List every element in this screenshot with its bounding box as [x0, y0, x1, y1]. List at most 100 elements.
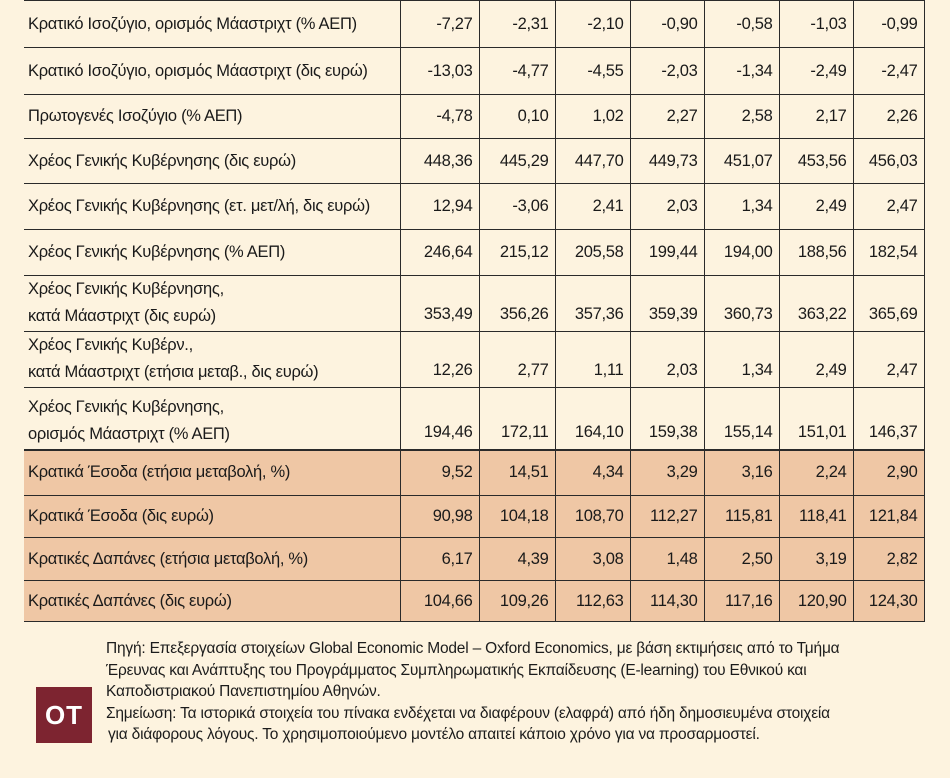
row-label-line: Πρωτογενές Ισοζύγιο (% ΑΕΠ) [28, 107, 243, 125]
table-cell: 104,66 [400, 580, 480, 622]
table-row: Κρατικά Έσοδα (ετήσια μεταβολή, %) 9,52 14… [24, 448, 925, 496]
table-cell: 4,34 [555, 448, 631, 496]
table-cell: 356,26 [479, 275, 556, 332]
table-cell: 9,52 [400, 448, 480, 496]
table-row: Κρατικές Δαπάνες (δις ευρώ) 104,66 109,26 1… [24, 580, 925, 622]
table-cell: 353,49 [400, 275, 480, 332]
table-row: Πρωτογενές Ισοζύγιο (% ΑΕΠ) -4,78 0,10 1,02… [24, 94, 925, 139]
table-row: Χρέος Γενικής Κυβέρνησης, κατά Μάαστριχτ … [24, 275, 925, 332]
table-cell: 164,10 [555, 387, 631, 450]
row-label: Κρατικά Έσοδα (δις ευρώ) [24, 495, 401, 538]
table-cell: -4,55 [555, 47, 631, 95]
table-notes: Πηγή: Επεξεργασία στοιχείων Global Econo… [106, 638, 936, 746]
table-cell: 1,34 [704, 183, 780, 230]
row-label-line: Χρέος Γενικής Κυβέρνησης (% ΑΕΠ) [28, 243, 286, 261]
table-cell: -4,78 [400, 94, 480, 139]
row-label-line: Χρέος Γενικής Κυβέρνησης, [28, 397, 224, 416]
table-cell: 2,17 [779, 94, 854, 139]
table-row: Χρέος Γενικής Κυβέρνησης (δις ευρώ) 448,3… [24, 138, 925, 184]
table-cell: 205,58 [555, 229, 631, 276]
table-cell: 151,01 [779, 387, 854, 450]
table-cell: 2,58 [704, 94, 780, 139]
table-cell: 2,41 [555, 183, 631, 230]
row-label: Κρατικό Ισοζύγιο, ορισμός Μάαστριχτ (% Α… [24, 0, 401, 48]
row-label-line: Χρέος Γενικής Κυβέρνησης (ετ. μετ/λή, δι… [28, 197, 370, 215]
table-cell: 108,70 [555, 495, 631, 538]
table-cell: 146,37 [853, 387, 925, 450]
table-cell: 3,16 [704, 448, 780, 496]
table-cell: -2,31 [479, 0, 556, 48]
row-label: Χρέος Γενικής Κυβέρνησης (ετ. μετ/λή, δι… [24, 183, 401, 230]
table-cell: 3,29 [630, 448, 705, 496]
row-label: Χρέος Γενικής Κυβέρνησης (δις ευρώ) [24, 138, 401, 184]
table-cell: 359,39 [630, 275, 705, 332]
table-row: Χρέος Γενικής Κυβέρνησης (% ΑΕΠ) 246,64 21… [24, 229, 925, 276]
table-cell: 155,14 [704, 387, 780, 450]
table-cell: -0,58 [704, 0, 780, 48]
row-label: Κρατικό Ισοζύγιο, ορισμός Μάαστριχτ (δις… [24, 47, 401, 95]
table-row: Κρατικές Δαπάνες (ετήσια μεταβολή, %) 6,1… [24, 537, 925, 581]
table-cell: 2,03 [630, 183, 705, 230]
table-row: Χρέος Γενικής Κυβέρνησης (ετ. μετ/λή, δι… [24, 183, 925, 230]
table-cell: 1,34 [704, 331, 780, 388]
table-cell: 6,17 [400, 537, 480, 581]
table-cell: 112,63 [555, 580, 631, 622]
table-cell: 215,12 [479, 229, 556, 276]
table-cell: -0,99 [853, 0, 925, 48]
table-cell: -13,03 [400, 47, 480, 95]
table-cell: -1,34 [704, 47, 780, 95]
table-cell: 2,49 [779, 331, 854, 388]
row-label: Κρατικές Δαπάνες (ετήσια μεταβολή, %) [24, 537, 401, 581]
table-cell: 2,49 [779, 183, 854, 230]
table-cell: 456,03 [853, 138, 925, 184]
row-label-line: κατά Μάαστριχτ (ετήσια μεταβ., δις ευρώ) [28, 363, 319, 381]
table-cell: 194,46 [400, 387, 480, 450]
table-cell: 109,26 [479, 580, 556, 622]
table-cell: 365,69 [853, 275, 925, 332]
table-cell: 121,84 [853, 495, 925, 538]
table-cell: -0,90 [630, 0, 705, 48]
table-cell: 448,36 [400, 138, 480, 184]
table-cell: 2,47 [853, 183, 925, 230]
row-label-line: Κρατικό Ισοζύγιο, ορισμός Μάαστριχτ (δις… [28, 61, 368, 80]
table-cell: 14,51 [479, 448, 556, 496]
table-cell: 2,27 [630, 94, 705, 139]
table-row: Χρέος Γενικής Κυβέρν., κατά Μάαστριχτ (ετ… [24, 331, 925, 388]
source-line: Έρευνας και Ανάπτυξης του Προγράμματος Σ… [106, 661, 807, 679]
table-cell: 194,00 [704, 229, 780, 276]
table-cell: 114,30 [630, 580, 705, 622]
table-cell: 2,90 [853, 448, 925, 496]
table-cell: 1,02 [555, 94, 631, 139]
table-cell: 1,48 [630, 537, 705, 581]
row-label: Χρέος Γενικής Κυβέρνησης, κατά Μάαστριχτ … [24, 275, 401, 332]
table-row: Κρατικό Ισοζύγιο, ορισμός Μάαστριχτ (% Α… [24, 0, 925, 48]
table-cell: 188,56 [779, 229, 854, 276]
table-cell: 4,39 [479, 537, 556, 581]
row-label-line: Κρατικά Έσοδα (ετήσια μεταβολή, %) [28, 463, 291, 482]
table-cell: 2,26 [853, 94, 925, 139]
table-cell: 199,44 [630, 229, 705, 276]
table-cell: 2,82 [853, 537, 925, 581]
table-cell: -1,03 [779, 0, 854, 48]
table-cell: 2,03 [630, 331, 705, 388]
table-cell: 12,94 [400, 183, 480, 230]
table-cell: -3,06 [479, 183, 556, 230]
table-cell: 445,29 [479, 138, 556, 184]
table-cell: 117,16 [704, 580, 780, 622]
table-cell: 104,18 [479, 495, 556, 538]
source-line: Πηγή: Επεξεργασία στοιχείων Global Econo… [106, 640, 840, 657]
table-cell: 112,27 [630, 495, 705, 538]
table-cell: 172,11 [479, 387, 556, 450]
row-label: Κρατικά Έσοδα (ετήσια μεταβολή, %) [24, 448, 401, 496]
table-cell: 124,30 [853, 580, 925, 622]
note-line: Σημείωση: Τα ιστορικά στοιχεία του πίνακ… [106, 704, 830, 722]
table-cell: 159,38 [630, 387, 705, 450]
ot-logo: ΟΤ [36, 687, 92, 743]
table-cell: 90,98 [400, 495, 480, 538]
table-cell: 363,22 [779, 275, 854, 332]
table-cell: 12,26 [400, 331, 480, 388]
table-cell: -4,77 [479, 47, 556, 95]
table-cell: 449,73 [630, 138, 705, 184]
table-cell: 120,90 [779, 580, 854, 622]
table-cell: -7,27 [400, 0, 480, 48]
